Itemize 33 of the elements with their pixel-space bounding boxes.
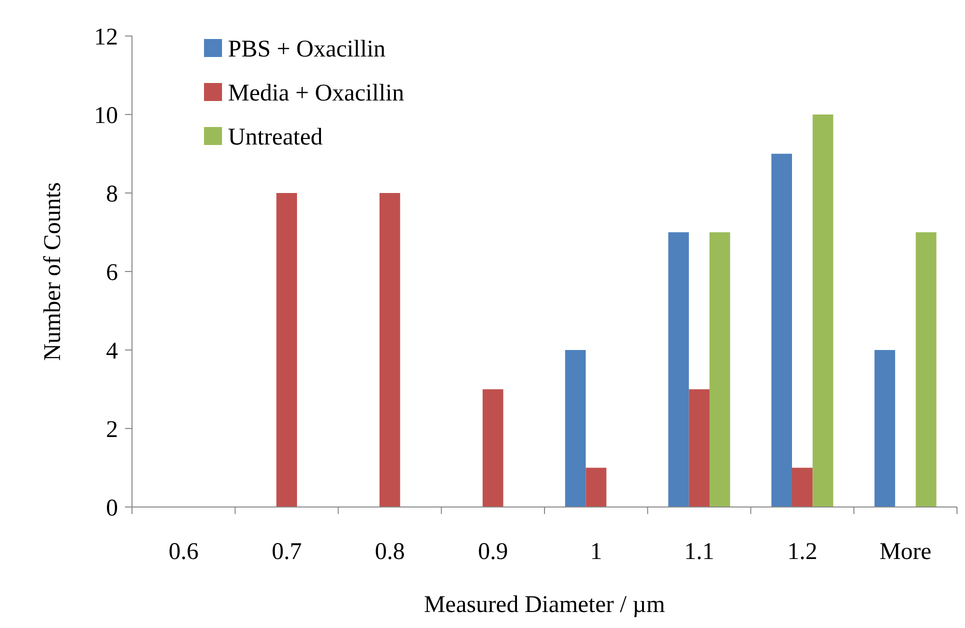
bar [380,193,400,507]
y-tick-label: 6 [106,260,118,286]
bar [276,193,297,507]
bar [565,350,586,507]
legend-label: Untreated [228,124,323,150]
bar [792,468,813,507]
x-tick-label: 0.8 [374,539,405,565]
bar [482,389,504,507]
x-tick-label: 1 [590,539,602,565]
bar [916,232,936,507]
x-tick-label: 0.7 [272,539,302,565]
bar [812,114,834,507]
y-tick-label: 0 [106,495,118,522]
y-tick-label: 10 [94,102,118,129]
y-tick-label: 8 [106,181,118,208]
bar [688,389,710,507]
x-tick-label: 0.9 [478,539,508,565]
legend-label: PBS + Oxacillin [228,36,386,62]
x-tick-label: 1.2 [787,539,818,565]
y-tick-label: 4 [106,338,118,364]
x-tick-label: 0.6 [168,539,199,565]
bar [771,154,792,507]
bar [874,350,896,507]
bar [710,232,730,507]
bar [586,468,606,507]
x-axis-title: Measured Diameter / µm [424,592,666,618]
y-tick-label: 2 [106,416,118,443]
x-tick-label: 1.1 [684,539,714,565]
bar [668,232,689,507]
y-axis-title: Number of Counts [40,182,66,361]
x-tick-label: More [879,539,932,565]
legend-label: Media + Oxacillin [228,80,404,106]
y-tick-label: 12 [94,24,118,50]
